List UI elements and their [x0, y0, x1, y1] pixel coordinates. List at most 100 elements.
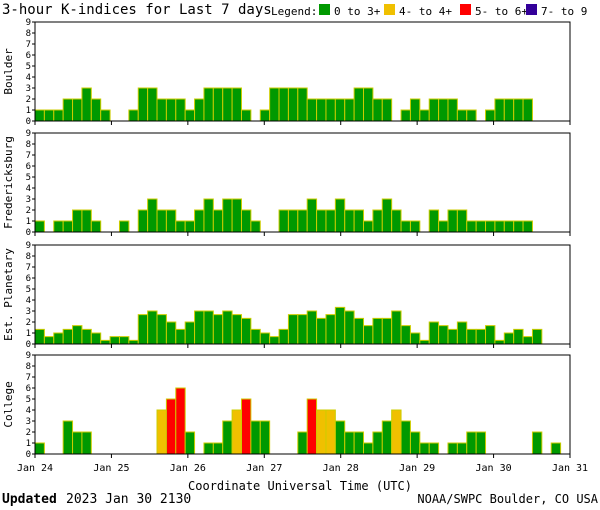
- bar: [447, 442, 458, 455]
- bar: [34, 220, 45, 233]
- bar: [81, 328, 92, 345]
- bar: [513, 98, 524, 122]
- bar: [231, 409, 242, 455]
- bar: [485, 220, 496, 233]
- bar: [381, 198, 393, 233]
- panel-frame: [34, 132, 571, 233]
- bar: [400, 420, 411, 455]
- bar: [34, 328, 45, 345]
- bar: [456, 209, 468, 233]
- legend-swatch: [460, 4, 471, 15]
- bar: [522, 336, 533, 345]
- bar: [222, 198, 233, 233]
- bar: [278, 328, 289, 345]
- x-tick-label: Jan 28: [323, 463, 359, 474]
- y-tick-label: 3: [26, 84, 31, 94]
- panel-frame: [34, 244, 571, 345]
- bar: [409, 332, 421, 345]
- y-tick-label: 6: [26, 384, 31, 394]
- x-tick-label: Jan 27: [246, 463, 282, 474]
- bar: [344, 310, 355, 345]
- bar: [391, 409, 402, 455]
- bar: [438, 220, 449, 233]
- bar: [203, 442, 214, 455]
- bar: [531, 431, 543, 455]
- bar: [53, 109, 64, 122]
- bar: [409, 220, 421, 233]
- y-tick-label: 8: [26, 140, 31, 150]
- y-tick-label: 8: [26, 362, 31, 372]
- bar: [259, 332, 271, 345]
- bar: [175, 328, 186, 345]
- panel-station-label: College: [2, 381, 15, 427]
- bar: [165, 398, 177, 455]
- bar: [62, 420, 74, 455]
- bar: [184, 220, 196, 233]
- legend-label: Legend:: [271, 5, 317, 18]
- bar: [428, 98, 440, 122]
- bar: [428, 321, 440, 345]
- updated-label: Updated: [2, 492, 57, 507]
- bar: [306, 310, 318, 345]
- bar: [381, 420, 393, 455]
- bar: [531, 328, 543, 345]
- bar: [363, 87, 374, 122]
- bar: [494, 220, 505, 233]
- bar: [391, 209, 402, 233]
- bar: [297, 209, 308, 233]
- bar: [240, 398, 252, 455]
- y-tick-label: 0: [26, 228, 31, 238]
- x-tick-label: Jan 29: [399, 463, 435, 474]
- bar: [147, 198, 158, 233]
- bar: [391, 310, 402, 345]
- y-tick-label: 3: [26, 195, 31, 205]
- bar: [175, 220, 186, 233]
- bar: [325, 209, 336, 233]
- bar: [100, 339, 111, 345]
- y-tick-label: 9: [26, 241, 31, 251]
- bar: [372, 209, 383, 233]
- x-axis-ticks: Jan 24 Jan 25 Jan 26 Jan 27 Jan 28 Jan 29 Jan …: [17, 463, 588, 474]
- bar: [344, 98, 355, 122]
- y-tick-label: 3: [26, 307, 31, 317]
- panel-frame: [34, 21, 571, 122]
- bar: [297, 314, 308, 345]
- bar: [203, 198, 214, 233]
- bar: [325, 409, 336, 455]
- bar: [43, 336, 55, 345]
- bar: [325, 98, 336, 122]
- y-tick-label: 7: [26, 263, 31, 273]
- legend-swatch: [319, 4, 330, 15]
- bar: [222, 420, 233, 455]
- y-tick-label: 1: [26, 217, 31, 227]
- bar: [34, 109, 45, 122]
- chart-title: 3-hour K-indices for Last 7 days: [2, 2, 272, 18]
- bar: [409, 431, 421, 455]
- bar: [344, 209, 355, 233]
- bar: [269, 336, 280, 345]
- bar: [306, 98, 318, 122]
- bar: [34, 442, 45, 455]
- y-tick-label: 7: [26, 40, 31, 50]
- bar: [62, 328, 74, 345]
- bar: [62, 220, 74, 233]
- bar: [456, 321, 468, 345]
- bar: [409, 98, 421, 122]
- bar: [269, 87, 280, 122]
- bar: [165, 209, 177, 233]
- bar: [363, 220, 374, 233]
- bar: [212, 442, 224, 455]
- bar: [334, 198, 346, 233]
- bar: [466, 431, 477, 455]
- bar: [372, 431, 383, 455]
- bar: [53, 332, 64, 345]
- bar: [231, 87, 242, 122]
- bar: [259, 109, 271, 122]
- legend-item-label: 7- to 9: [541, 5, 587, 18]
- bar: [494, 339, 505, 345]
- bar: [137, 209, 149, 233]
- bar: [259, 420, 271, 455]
